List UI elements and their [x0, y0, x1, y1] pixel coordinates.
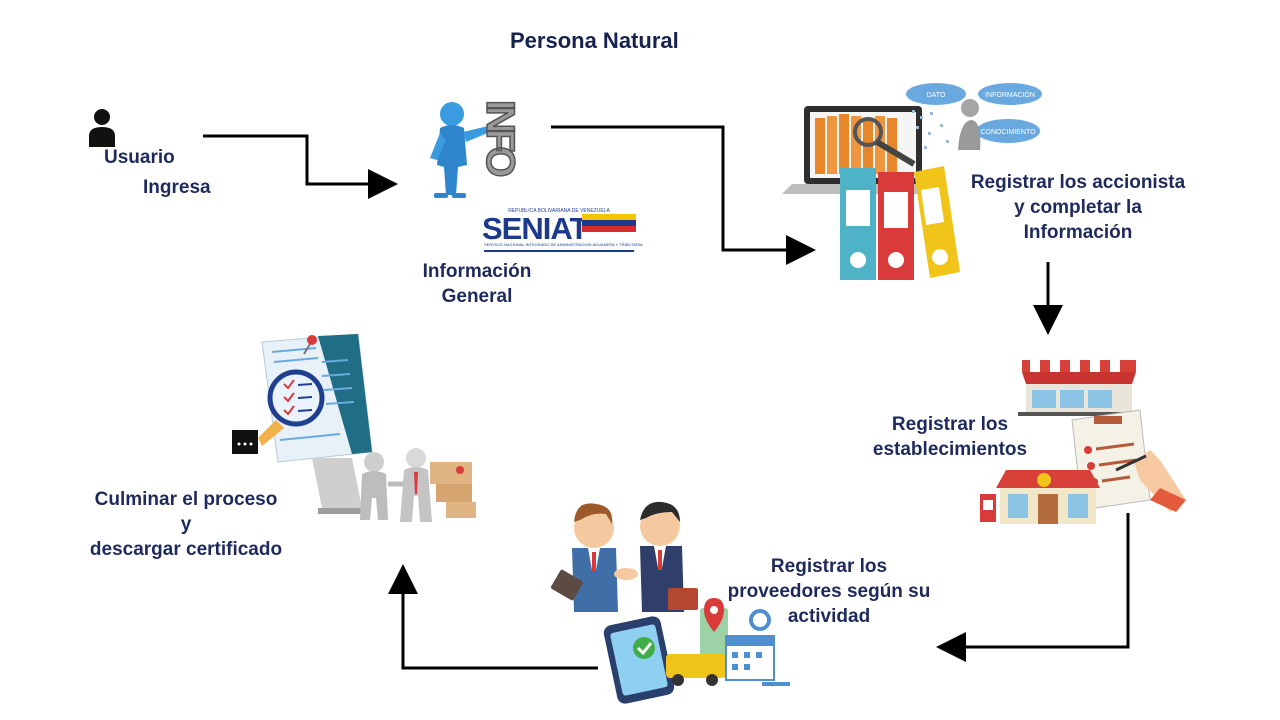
cloud-info-text: INFORMACIÓN [985, 90, 1035, 99]
step-finish-line1: Culminar el proceso [94, 489, 278, 510]
step-suppliers-line2: proveedores según su [727, 581, 931, 602]
step-shareholders-line2: y completar la [1014, 197, 1142, 218]
step-general-info-label: Información General [410, 259, 544, 309]
seniat-logo: REPUBLICA BOLIVARIANA DE VENEZUELA SENIA… [482, 208, 643, 252]
info-sign-text: INFO [478, 100, 522, 176]
step-general-info-line2: General [441, 286, 513, 307]
store-front-icon [1018, 360, 1140, 416]
arrow-suppliers-to-finish [388, 564, 598, 670]
step-finish-line3: descargar certificado [89, 539, 283, 560]
step-establishments-line1: Registrar los [891, 414, 1009, 435]
red-binder [878, 172, 914, 280]
shop-building-icon [980, 470, 1100, 524]
binders-laptop-icon [782, 106, 960, 280]
step-shareholders-line3: Información [1023, 222, 1133, 243]
mobile-delivery-icon [603, 598, 790, 704]
diagram-title: Persona Natural [510, 28, 679, 53]
step-establishments-line2: establecimientos [872, 439, 1028, 460]
step-user-line1: Usuario [104, 147, 175, 168]
info-person-icon: INFO [430, 99, 523, 198]
step-suppliers-label: Registrar los proveedores según su activ… [712, 554, 946, 629]
arrow-info-to-shareholders [551, 125, 816, 265]
knowledge-clouds-icon: DATO INFORMACIÓN CONOCIMIENTO [906, 83, 1042, 150]
step-suppliers-line3: actividad [787, 606, 871, 627]
yellow-binder [914, 166, 960, 278]
business-partners-icon [550, 501, 698, 612]
step-general-info-line1: Información [422, 261, 532, 282]
step-establishments-label: Registrar los establecimientos [860, 412, 1040, 462]
seniat-brand-text: SENIAT [482, 211, 588, 246]
arrow-user-to-info [203, 134, 398, 199]
cloud-knowledge-text: CONOCIMIENTO [980, 129, 1036, 136]
seniat-sub-text: SERVICIO NACIONAL INTEGRADO DE ADMINISTR… [484, 242, 643, 247]
step-user-label: Usuario Ingresa [104, 145, 211, 200]
checklist-hand-icon [1071, 409, 1186, 512]
inspection-document-icon [232, 333, 373, 463]
seniat-top-text: REPUBLICA BOLIVARIANA DE VENEZUELA [508, 208, 610, 214]
step-shareholders-label: Registrar los accionista y completar la … [954, 170, 1202, 245]
step-shareholders-line1: Registrar los accionista [970, 172, 1186, 193]
step-finish-label: Culminar el proceso y descargar certific… [72, 487, 300, 562]
step-finish-line2: y [180, 514, 192, 535]
teal-binder [840, 168, 876, 280]
arrow-establishments-to-suppliers [936, 513, 1130, 662]
step-user-line2: Ingresa [143, 177, 211, 198]
delivery-handshake-icon [312, 448, 476, 522]
cloud-data-text: DATO [927, 92, 946, 99]
step-suppliers-line1: Registrar los [770, 556, 888, 577]
user-icon [89, 109, 115, 147]
